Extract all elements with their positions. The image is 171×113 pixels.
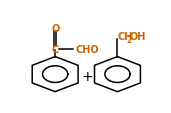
Text: C: C bbox=[51, 45, 59, 55]
Text: 2: 2 bbox=[126, 36, 131, 45]
Text: O: O bbox=[51, 24, 59, 34]
Text: OH: OH bbox=[130, 32, 146, 42]
Text: +: + bbox=[82, 69, 93, 83]
Text: CHO: CHO bbox=[75, 45, 99, 55]
Text: CH: CH bbox=[117, 32, 133, 42]
